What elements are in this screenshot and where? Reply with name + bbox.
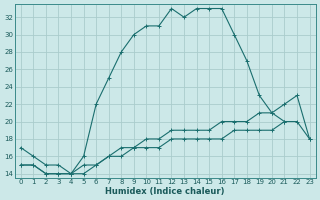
X-axis label: Humidex (Indice chaleur): Humidex (Indice chaleur) [106,187,225,196]
